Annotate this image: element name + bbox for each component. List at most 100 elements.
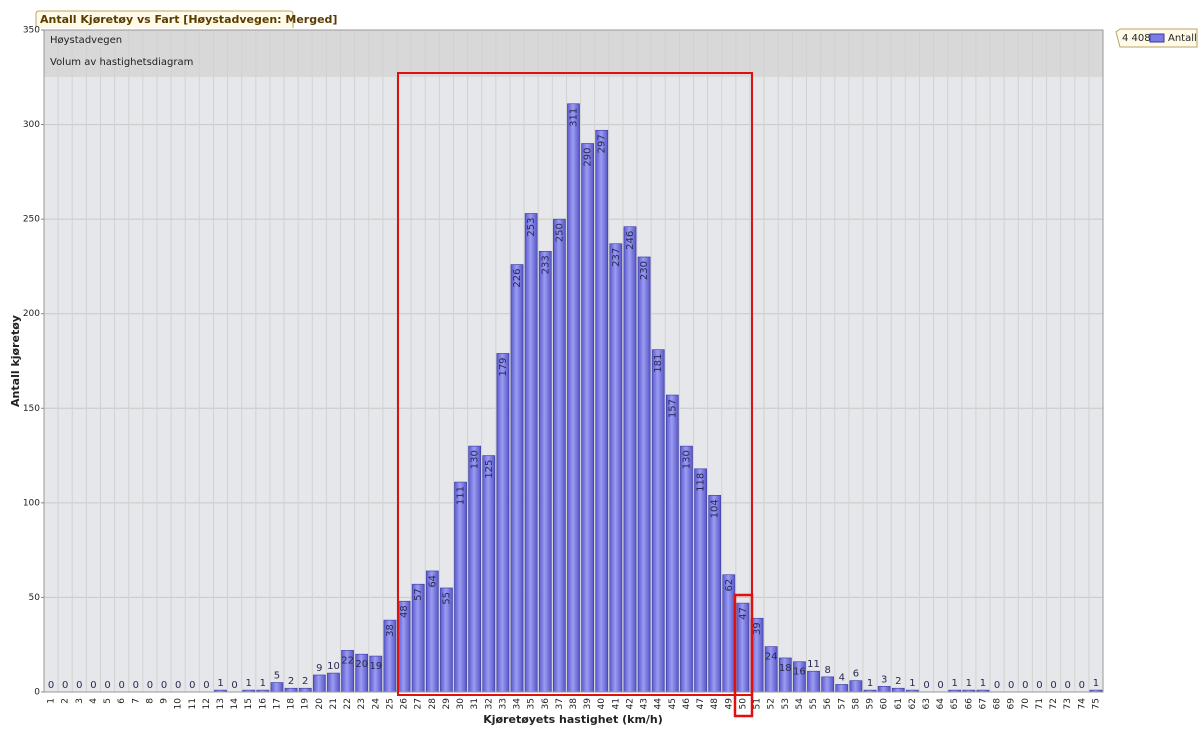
data-label: 47: [738, 607, 749, 620]
data-label: 297: [597, 134, 608, 153]
x-tick-label: 29: [442, 698, 452, 710]
x-tick-label: 17: [272, 698, 282, 709]
highlight-box: [733, 593, 754, 718]
x-tick-label: 4: [89, 698, 99, 704]
data-label: 311: [569, 108, 580, 127]
data-label: 1: [980, 678, 986, 689]
x-tick-label: 14: [230, 698, 240, 710]
data-label: 62: [724, 579, 735, 592]
x-tick-label: 12: [202, 698, 212, 709]
data-label: 157: [667, 399, 678, 418]
x-tick-label: 64: [936, 698, 946, 710]
x-tick-label: 8: [145, 698, 155, 704]
data-label: 1: [246, 678, 252, 689]
x-tick-label: 22: [343, 698, 353, 709]
x-tick-label: 59: [866, 698, 876, 710]
y-tick-label: 100: [23, 498, 40, 508]
x-tick-label: 56: [823, 698, 833, 710]
annotation: Volum av hastighetsdiagram: [50, 57, 193, 68]
x-tick-label: 34: [513, 698, 523, 710]
x-tick-label: 58: [851, 698, 861, 710]
data-label: 111: [456, 486, 467, 505]
x-tick-label: 71: [1035, 698, 1045, 709]
x-tick-label: 10: [174, 698, 184, 710]
annotation: Høystadvegen: [50, 35, 122, 46]
data-label: 16: [793, 667, 806, 678]
y-tick-label: 350: [23, 26, 40, 36]
x-tick-label: 36: [541, 698, 551, 710]
bar: [849, 680, 863, 693]
bar: [510, 264, 524, 693]
y-tick-label: 250: [23, 215, 40, 225]
highlight-box: [397, 72, 753, 696]
data-label: 9: [316, 663, 322, 674]
x-tick-label: 31: [470, 698, 480, 709]
y-axis-label: Antall kjøretøy: [9, 315, 22, 407]
x-tick-label: 20: [315, 698, 325, 710]
x-tick-label: 66: [964, 698, 974, 710]
data-label: 2: [302, 676, 308, 687]
bar: [425, 570, 439, 693]
data-label: 18: [779, 663, 792, 674]
data-label: 38: [385, 624, 396, 637]
x-tick-label: 35: [527, 698, 537, 709]
data-label: 0: [62, 680, 68, 691]
data-label: 233: [540, 255, 551, 274]
bar: [284, 687, 298, 693]
bar: [835, 684, 849, 693]
x-tick-label: 33: [498, 698, 508, 709]
data-label: 125: [484, 460, 495, 479]
data-label: 1: [909, 678, 915, 689]
x-tick-label: 18: [287, 698, 297, 710]
bar: [524, 213, 538, 693]
data-label: 0: [203, 680, 209, 691]
x-tick-label: 42: [625, 698, 635, 709]
data-label: 22: [341, 655, 354, 666]
data-label: 0: [1079, 680, 1085, 691]
bar: [609, 243, 623, 693]
legend-label: Antall: [1168, 33, 1197, 44]
data-label: 0: [90, 680, 96, 691]
data-label: 0: [231, 680, 237, 691]
x-tick-label: 49: [724, 698, 734, 710]
bar: [538, 250, 552, 693]
data-label: 181: [653, 354, 664, 373]
data-label: 0: [175, 680, 181, 691]
bar: [665, 394, 679, 693]
data-label: 4: [839, 672, 845, 683]
data-label: 237: [611, 248, 622, 267]
legend: 4 408 Antall: [1115, 28, 1198, 48]
x-tick-label: 38: [569, 698, 579, 710]
x-tick-label: 9: [160, 698, 170, 704]
bar: [651, 349, 665, 693]
x-tick-label: 39: [583, 698, 593, 710]
bar: [468, 445, 482, 693]
legend-swatch: [1149, 33, 1165, 43]
x-tick-label: 5: [103, 698, 113, 704]
bar: [567, 103, 580, 693]
x-tick-label: 16: [258, 698, 268, 710]
bar: [454, 481, 467, 693]
x-tick-label: 68: [993, 698, 1003, 710]
plot-border: [43, 29, 1104, 693]
legend-total: 4 408: [1122, 33, 1151, 44]
data-label: 5: [274, 671, 280, 682]
data-label: 118: [696, 473, 707, 492]
x-tick-label: 63: [922, 698, 932, 709]
x-tick-label: 65: [950, 698, 960, 709]
x-tick-label: 57: [837, 698, 847, 709]
x-tick-label: 28: [428, 698, 438, 710]
x-tick-label: 11: [188, 698, 198, 709]
x-tick-label: 23: [357, 698, 367, 709]
x-axis-label: Kjøretøyets hastighet (km/h): [483, 713, 663, 726]
x-tick-label: 6: [117, 698, 127, 704]
data-label: 0: [1065, 680, 1071, 691]
plot-header: [44, 30, 1103, 77]
x-tick-label: 70: [1021, 698, 1031, 710]
x-tick-label: 25: [385, 698, 395, 709]
data-label: 1: [217, 678, 223, 689]
data-label: 1: [867, 678, 873, 689]
bar: [623, 226, 637, 693]
y-tick-label: 150: [23, 404, 40, 414]
